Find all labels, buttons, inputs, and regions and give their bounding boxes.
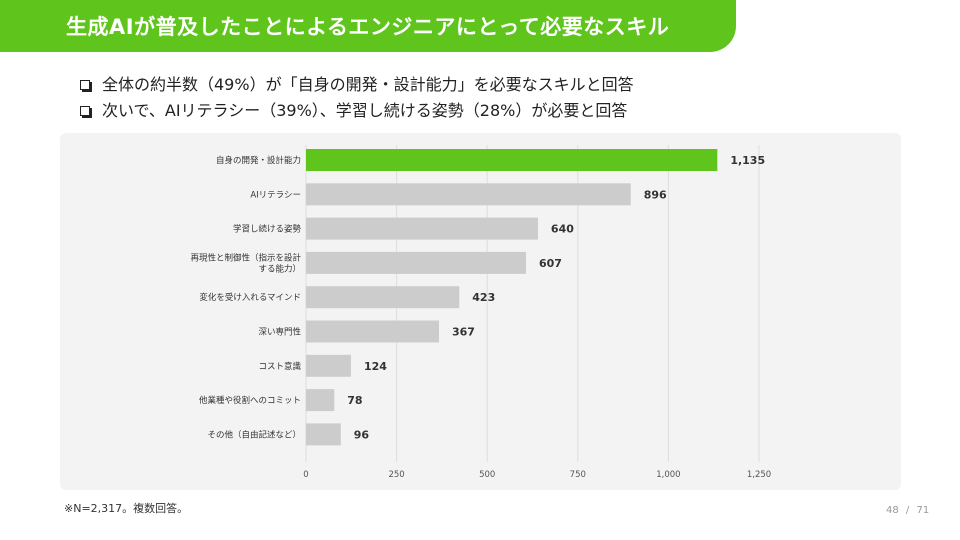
bar <box>306 149 718 171</box>
bullet-list: 全体の約半数（49%）が「自身の開発・設計能力」を必要なスキルと回答 次いで、A… <box>78 72 634 124</box>
footnote: ※N=2,317。複数回答。 <box>64 502 189 515</box>
data-label: 367 <box>452 326 475 339</box>
data-label: 423 <box>472 291 495 304</box>
bar <box>306 286 460 309</box>
category-label: 他業種や役割へのコミット <box>199 395 301 406</box>
x-tick-label: 250 <box>388 470 404 480</box>
bar <box>306 183 631 206</box>
bullet-text: 次いで、AIリテラシー（39%）、学習し続ける姿勢（28%）が必要と回答 <box>102 101 628 120</box>
category-label: 自身の開発・設計能力 <box>216 155 301 166</box>
data-label: 607 <box>539 257 562 270</box>
category-label: 学習し続ける姿勢 <box>233 224 302 235</box>
checkbox-bullet-icon <box>80 106 90 116</box>
checkbox-bullet-icon <box>80 80 90 90</box>
data-label: 640 <box>551 223 574 236</box>
bar <box>306 251 526 274</box>
data-label: 1,135 <box>730 154 765 167</box>
bullet-item: 全体の約半数（49%）が「自身の開発・設計能力」を必要なスキルと回答 <box>78 72 634 98</box>
category-label: その他（自由記述など） <box>207 429 301 440</box>
title-banner: 生成AIが普及したことによるエンジニアにとって必要なスキル <box>0 0 736 52</box>
x-tick-label: 1,000 <box>656 470 680 480</box>
bullet-item: 次いで、AIリテラシー（39%）、学習し続ける姿勢（28%）が必要と回答 <box>78 98 634 124</box>
page-separator: / <box>905 505 910 516</box>
x-tick-label: 750 <box>570 470 586 480</box>
page-total: 71 <box>916 505 930 516</box>
category-label: 変化を受け入れるマインド <box>199 292 301 303</box>
bar <box>306 354 351 377</box>
x-tick-label: 0 <box>303 470 308 480</box>
bullet-text: 全体の約半数（49%）が「自身の開発・設計能力」を必要なスキルと回答 <box>102 75 634 94</box>
bar <box>306 389 335 412</box>
x-tick-label: 1,250 <box>747 470 771 480</box>
category-label: コスト意識 <box>258 361 301 372</box>
x-tick-label: 500 <box>479 470 495 480</box>
category-label: 再現性と制御性（指示を設計 <box>190 252 301 263</box>
chart-panel: 0 250 500 750 1,000 1,250 自身の開発・設計能力 1,135 AIリテラ… <box>60 133 901 490</box>
bar <box>306 423 341 446</box>
category-label: 深い専門性 <box>258 327 301 338</box>
data-label: 896 <box>644 188 667 201</box>
bar <box>306 320 440 343</box>
data-label: 78 <box>347 394 362 407</box>
bar-chart: 0 250 500 750 1,000 1,250 自身の開発・設計能力 1,135 AIリテラ… <box>190 145 771 480</box>
page-number: 48 / 71 <box>886 505 929 516</box>
slide-title: 生成AIが普及したことによるエンジニアにとって必要なスキル <box>66 15 670 39</box>
category-label: AIリテラシー <box>250 190 301 200</box>
bar <box>306 217 538 240</box>
data-label: 96 <box>354 428 370 441</box>
category-label: する能力） <box>258 263 301 274</box>
data-label: 124 <box>364 360 387 373</box>
page-current: 48 <box>886 505 899 516</box>
